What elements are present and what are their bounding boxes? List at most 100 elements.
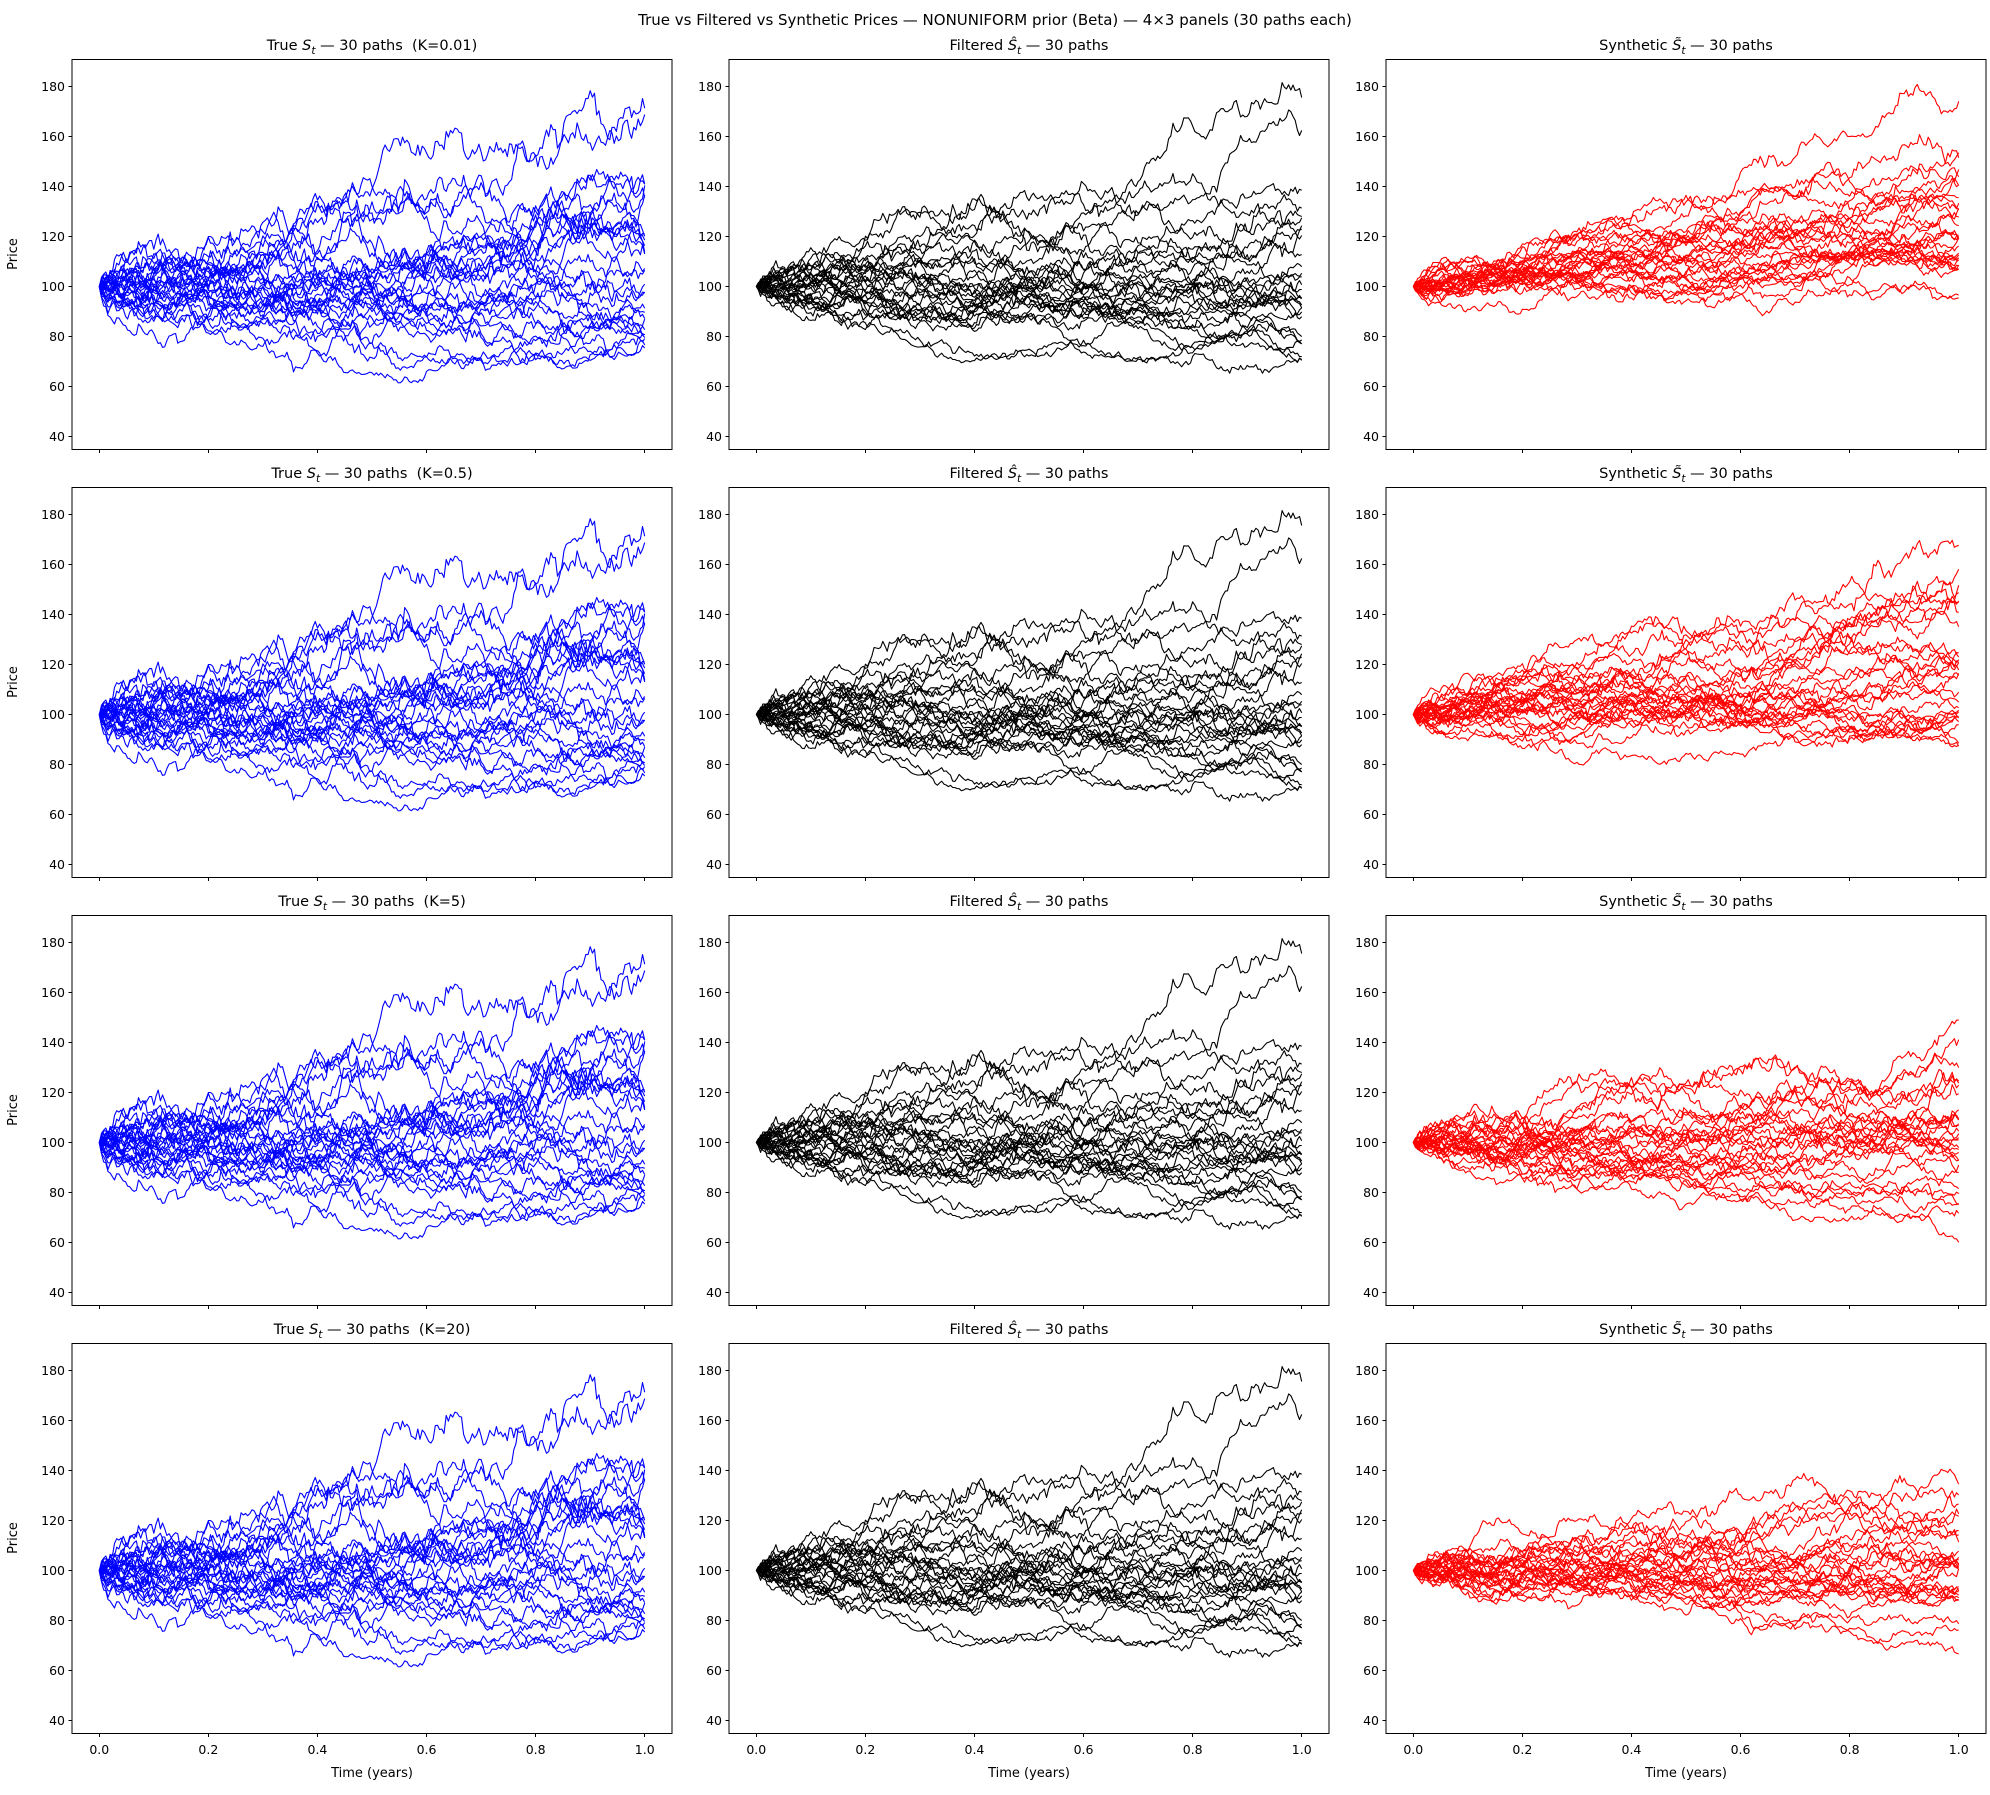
- y-tick-label: 40: [49, 1713, 65, 1728]
- y-axis-label: Price: [6, 666, 21, 698]
- x-tick-label: 1.0: [1949, 1742, 1969, 1757]
- axes-frame: [1385, 1343, 1987, 1734]
- x-tick-label: 0.4: [308, 1742, 328, 1757]
- panel-r3c1: Filtered Ŝt — 30 paths 40 60 80 100 120 140 16…: [676, 1321, 1333, 1787]
- panel-r1c0: True St — 30 paths (K=0.5) 40 60 80 100 120 14…: [0, 465, 676, 884]
- panel-r0c0: True St — 30 paths (K=0.01) 40 60 80 100 120 1…: [0, 37, 676, 456]
- y-tick-label: 160: [698, 129, 722, 144]
- panel-title: True St — 30 paths (K=20): [72, 1321, 672, 1341]
- y-tick-label: 80: [1363, 757, 1379, 772]
- y-tick-label: 160: [41, 1413, 65, 1428]
- y-tick-label: 100: [41, 707, 65, 722]
- price-paths: [98, 946, 646, 1240]
- y-tick-label: 40: [49, 1285, 65, 1300]
- panel-title-symbol: S: [309, 1322, 319, 1338]
- axes-frame: [71, 915, 673, 1306]
- x-tick-label: 0.0: [746, 1742, 766, 1757]
- axes-frame: [1385, 487, 1987, 878]
- y-tick-label: 80: [49, 757, 65, 772]
- y-tick-label: 80: [1363, 329, 1379, 344]
- panel-title-subscript: t: [1681, 900, 1686, 913]
- y-tick-label: 40: [706, 1713, 722, 1728]
- panel-title-prefix: Filtered: [949, 38, 1008, 54]
- y-tick-label: 40: [1363, 857, 1379, 872]
- y-tick-label: 180: [41, 79, 65, 94]
- y-tick-label: 140: [698, 1463, 722, 1478]
- panel-title-subscript: t: [1017, 44, 1022, 57]
- x-axis-label: Time (years): [987, 1766, 1070, 1781]
- plot-area-r0c0: 40 60 80 100 120 140 160 180 Price: [6, 59, 673, 453]
- y-tick-label: 160: [41, 557, 65, 572]
- axes-frame: [71, 1343, 673, 1734]
- y-tick-label: 120: [698, 657, 722, 672]
- panel-title-subscript: t: [1681, 472, 1686, 485]
- panel-title-symbol: S̃: [1672, 1322, 1682, 1338]
- plot-area-r3c0: 40 60 80 100 120 140 160 180 0.0 0.2 0.4 0.6 0.8 1.0 T…: [6, 1343, 673, 1781]
- y-tick-label: 100: [1355, 707, 1379, 722]
- panel-title-symbol: Ŝ: [1007, 38, 1018, 54]
- panel-title-symbol: S: [302, 38, 312, 54]
- y-tick-label: 80: [706, 757, 722, 772]
- panel-title: Filtered Ŝt — 30 paths: [729, 893, 1329, 913]
- y-tick-label: 100: [1355, 279, 1379, 294]
- y-tick-label: 160: [41, 129, 65, 144]
- y-tick-label: 140: [1355, 179, 1379, 194]
- y-tick-label: 140: [698, 607, 722, 622]
- panel-title-suffix: — 30 paths: [1685, 466, 1773, 482]
- panel-title-suffix: — 30 paths (K=0.01): [315, 38, 478, 54]
- y-tick-label: 40: [706, 429, 722, 444]
- y-tick-label: 80: [706, 329, 722, 344]
- panel-r3c2: Synthetic S̃t — 30 paths 40 60 80 100 120 140 1…: [1333, 1321, 1990, 1787]
- y-tick-label: 60: [1363, 807, 1379, 822]
- y-tick-label: 100: [41, 1563, 65, 1578]
- panel-title: Synthetic S̃t — 30 paths: [1386, 37, 1986, 57]
- panel-title-subscript: t: [1017, 472, 1022, 485]
- y-tick-label: 120: [698, 1513, 722, 1528]
- y-tick-label: 60: [49, 1235, 65, 1250]
- y-tick-label: 140: [1355, 1035, 1379, 1050]
- y-tick-label: 160: [1355, 557, 1379, 572]
- panel-title-symbol: S̃: [1672, 466, 1682, 482]
- plot-area-r1c1: 40 60 80 100 120 140 160 180: [698, 487, 1330, 881]
- y-tick-label: 160: [698, 557, 722, 572]
- y-tick-label: 100: [698, 707, 722, 722]
- y-tick-label: 180: [1355, 935, 1379, 950]
- x-tick-label: 0.6: [417, 1742, 437, 1757]
- y-tick-label: 80: [49, 1185, 65, 1200]
- y-tick-label: 120: [698, 1085, 722, 1100]
- axes-frame: [1385, 59, 1987, 450]
- price-paths: [755, 82, 1303, 374]
- plot-area-r1c2: 40 60 80 100 120 140 160 180: [1355, 487, 1987, 881]
- price-paths: [1412, 83, 1960, 317]
- y-tick-label: 80: [706, 1613, 722, 1628]
- y-tick-label: 140: [698, 179, 722, 194]
- y-tick-label: 100: [698, 1135, 722, 1150]
- x-tick-label: 0.2: [198, 1742, 218, 1757]
- panel-title: Filtered Ŝt — 30 paths: [729, 37, 1329, 57]
- y-tick-label: 60: [1363, 379, 1379, 394]
- x-tick-label: 0.4: [1622, 1742, 1642, 1757]
- y-tick-label: 60: [1363, 1663, 1379, 1678]
- panel-title-prefix: Synthetic: [1599, 894, 1673, 910]
- y-tick-label: 180: [698, 935, 722, 950]
- x-tick-label: 0.6: [1731, 1742, 1751, 1757]
- panel-r0c2: Synthetic S̃t — 30 paths 40 60 80 100 120 140 1…: [1333, 37, 1990, 456]
- panel-title-subscript: t: [1017, 900, 1022, 913]
- y-tick-label: 80: [706, 1185, 722, 1200]
- axes-frame: [728, 487, 1330, 878]
- panel-title-symbol: Ŝ: [1007, 1322, 1018, 1338]
- price-paths: [98, 90, 646, 384]
- panel-title-suffix: — 30 paths: [1685, 1322, 1773, 1338]
- y-tick-label: 180: [41, 1363, 65, 1378]
- price-paths: [1412, 1468, 1960, 1655]
- panel-title: True St — 30 paths (K=0.01): [72, 37, 672, 57]
- y-tick-label: 80: [1363, 1185, 1379, 1200]
- y-tick-label: 120: [698, 229, 722, 244]
- y-tick-label: 180: [1355, 79, 1379, 94]
- panel-title-prefix: Filtered: [949, 466, 1008, 482]
- y-tick-label: 60: [706, 807, 722, 822]
- x-tick-label: 0.2: [855, 1742, 875, 1757]
- price-paths: [755, 1366, 1303, 1658]
- panel-title-subscript: t: [1681, 44, 1686, 57]
- plot-area-r2c1: 40 60 80 100 120 140 160 180: [698, 915, 1330, 1309]
